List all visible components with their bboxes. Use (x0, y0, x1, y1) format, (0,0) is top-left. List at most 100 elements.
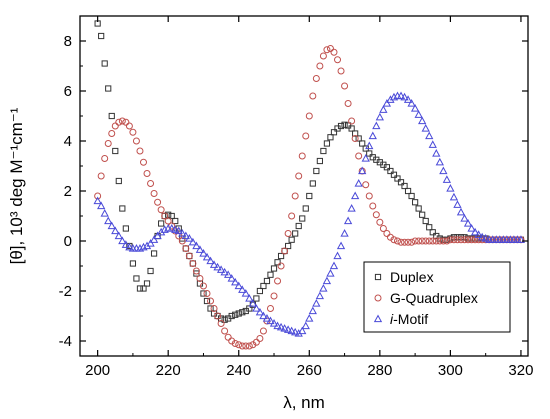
data-point (323, 140, 331, 147)
data-point (396, 91, 406, 100)
data-point (270, 292, 278, 300)
data-point (241, 289, 250, 297)
data-point (298, 152, 306, 160)
data-point (221, 327, 229, 335)
data-point (154, 198, 162, 206)
data-point (426, 224, 433, 231)
data-point (157, 206, 165, 214)
data-point (467, 224, 476, 232)
data-point (326, 269, 335, 277)
data-point (464, 236, 472, 244)
data-point (97, 172, 105, 180)
data-point (422, 237, 430, 245)
data-point (400, 92, 409, 101)
data-point (320, 147, 327, 155)
data-point (245, 342, 253, 350)
data-point (301, 321, 310, 330)
data-point (262, 314, 272, 322)
data-point (457, 236, 465, 244)
data-point (256, 335, 264, 342)
data-point (172, 217, 179, 225)
data-point (387, 167, 394, 175)
data-point (425, 237, 433, 245)
data-point (295, 172, 303, 180)
data-point (101, 60, 108, 67)
data-point (397, 179, 405, 186)
data-point (292, 230, 299, 237)
data-point (221, 316, 228, 323)
plot-frame (79, 15, 529, 357)
data-point (234, 281, 243, 290)
data-point (432, 149, 441, 157)
data-point (274, 259, 281, 266)
data-point (238, 285, 247, 293)
data-point (224, 270, 233, 278)
data-point (214, 312, 222, 320)
data-point (344, 100, 352, 107)
x-tick-label: 240 (226, 362, 251, 379)
data-point (365, 141, 374, 150)
data-point (372, 211, 380, 219)
data-point (439, 166, 448, 175)
data-point (308, 306, 317, 315)
x-tick-label: 200 (85, 362, 110, 379)
data-point (252, 338, 260, 346)
data-point (206, 256, 215, 265)
data-point (393, 237, 401, 245)
data-point (196, 275, 204, 282)
data-point (133, 275, 140, 282)
data-point (333, 251, 342, 260)
data-point (372, 121, 381, 130)
data-point (97, 201, 106, 210)
data-point (355, 152, 363, 160)
data-point (235, 310, 242, 317)
data-point (453, 236, 461, 244)
data-point (143, 170, 151, 177)
data-point (481, 234, 490, 242)
data-point (319, 284, 328, 292)
data-point (305, 112, 313, 120)
data-point (118, 117, 126, 125)
data-point (220, 267, 229, 276)
data-point (418, 237, 426, 245)
data-point (167, 224, 176, 232)
data-point (516, 235, 526, 243)
data-point (477, 232, 487, 241)
data-point (337, 122, 345, 130)
data-point (185, 234, 194, 242)
legend: Duplex G-Quadruplex i-Motif (363, 261, 511, 333)
data-point (460, 214, 469, 222)
data-point (171, 225, 180, 233)
data-point (415, 205, 422, 212)
data-point (341, 121, 348, 128)
data-point (125, 242, 134, 251)
data-point (122, 225, 129, 232)
data-point (224, 333, 232, 341)
data-point (330, 48, 338, 56)
data-point (351, 191, 360, 200)
data-point (439, 237, 447, 245)
data-point (242, 342, 250, 350)
data-point (429, 237, 437, 245)
data-point (161, 212, 169, 220)
data-point (309, 92, 317, 100)
data-point (284, 230, 292, 237)
data-point (235, 341, 243, 349)
data-point (354, 179, 363, 187)
data-point (192, 241, 201, 250)
data-point (259, 311, 268, 320)
data-point (359, 140, 366, 147)
data-point (291, 192, 299, 200)
data-point (216, 265, 226, 273)
data-point (468, 236, 476, 244)
data-point (365, 192, 373, 200)
data-point (150, 190, 158, 197)
data-point (178, 229, 187, 237)
data-point (410, 104, 420, 112)
data-point (450, 236, 458, 244)
data-point (362, 181, 370, 189)
y-tick-label: 6 (64, 83, 72, 100)
data-point (421, 124, 430, 132)
data-point (182, 245, 190, 252)
